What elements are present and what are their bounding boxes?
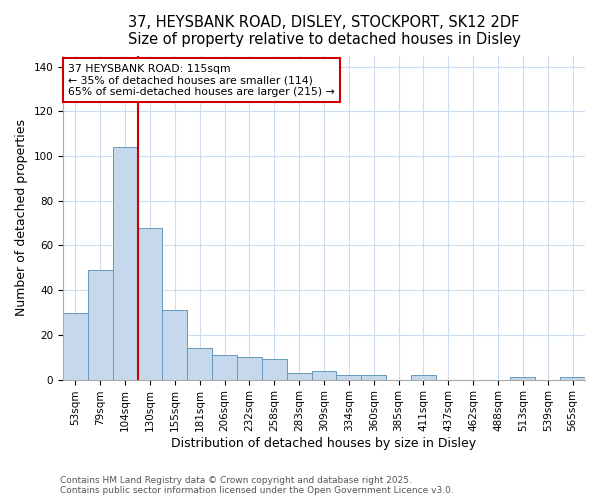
Bar [113, 147, 137, 380]
X-axis label: Distribution of detached houses by size in Disley: Distribution of detached houses by size … [172, 437, 476, 450]
Bar [262, 360, 287, 380]
Text: Contains HM Land Registry data © Crown copyright and database right 2025.
Contai: Contains HM Land Registry data © Crown c… [60, 476, 454, 495]
Bar [311, 370, 337, 380]
Bar [511, 378, 535, 380]
Bar [237, 357, 262, 380]
Bar [212, 355, 237, 380]
Bar [137, 228, 163, 380]
Y-axis label: Number of detached properties: Number of detached properties [15, 119, 28, 316]
Bar [287, 373, 311, 380]
Bar [187, 348, 212, 380]
Bar [337, 375, 361, 380]
Title: 37, HEYSBANK ROAD, DISLEY, STOCKPORT, SK12 2DF
Size of property relative to deta: 37, HEYSBANK ROAD, DISLEY, STOCKPORT, SK… [128, 15, 520, 48]
Bar [560, 378, 585, 380]
Bar [361, 375, 386, 380]
Bar [163, 310, 187, 380]
Bar [411, 375, 436, 380]
Text: 37 HEYSBANK ROAD: 115sqm
← 35% of detached houses are smaller (114)
65% of semi-: 37 HEYSBANK ROAD: 115sqm ← 35% of detach… [68, 64, 335, 97]
Bar [63, 312, 88, 380]
Bar [88, 270, 113, 380]
